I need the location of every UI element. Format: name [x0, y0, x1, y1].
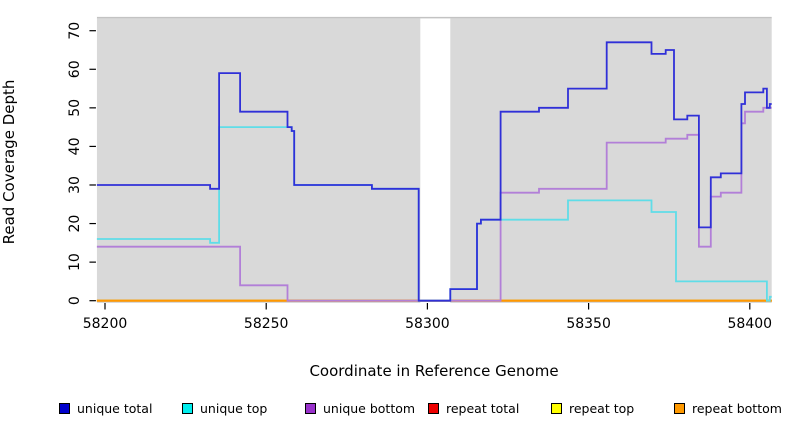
x-tick-label: 58400	[728, 316, 773, 332]
y-tick-label: 20	[67, 215, 83, 233]
y-axis-title: Read Coverage Depth	[0, 79, 18, 245]
series-unique-total-line	[96, 41, 772, 302]
series-unique-bottom-line	[96, 106, 772, 302]
y-tick-label: 60	[67, 60, 83, 78]
y-tick-label: 0	[67, 296, 83, 305]
y-tick-label: 10	[67, 253, 83, 271]
x-tick-label: 58350	[566, 316, 611, 332]
y-tick-label: 70	[67, 22, 83, 40]
panel-right	[450, 18, 772, 304]
panel-left	[96, 18, 421, 304]
y-tick-label: 40	[67, 138, 83, 156]
x-tick-label: 58300	[405, 316, 450, 332]
x-axis-title: Coordinate in Reference Genome	[309, 362, 559, 380]
y-tick-label: 50	[67, 99, 83, 117]
y-tick-label: 30	[67, 176, 83, 194]
x-tick-label: 58250	[244, 316, 289, 332]
x-tick-label: 58200	[83, 316, 128, 332]
